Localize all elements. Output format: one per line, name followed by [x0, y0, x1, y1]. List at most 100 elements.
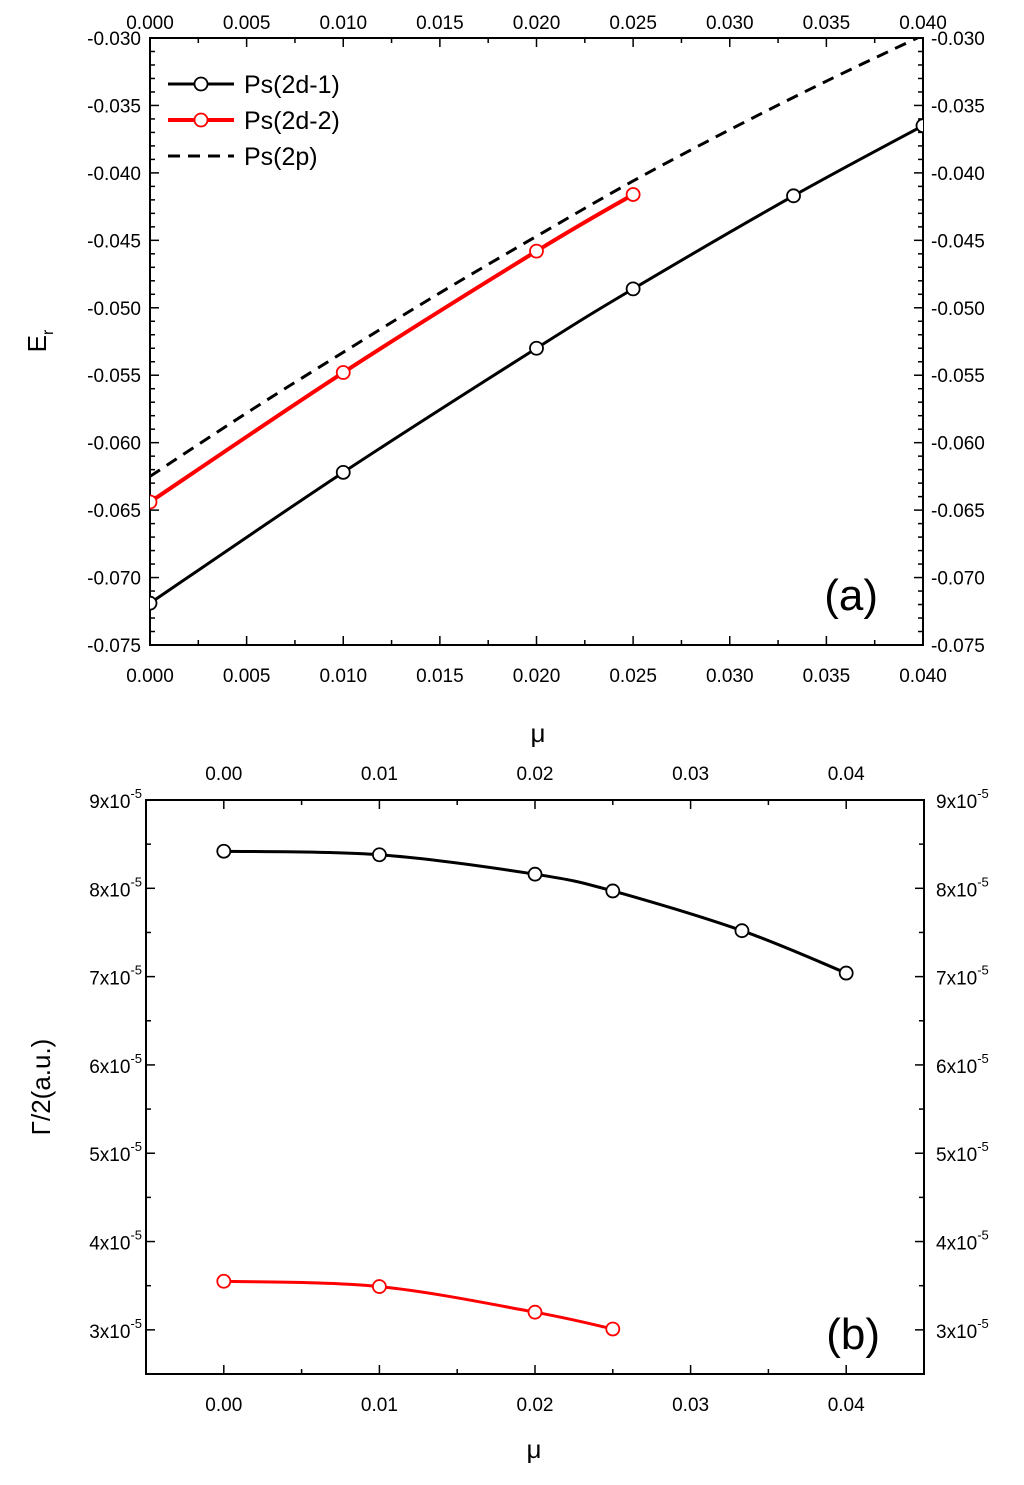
- x-tick-label-top: 0.04: [828, 764, 865, 785]
- x-tick-label-top: 0.02: [517, 764, 554, 785]
- data-point: [838, 965, 854, 981]
- y-tick-label-right: -0.075: [931, 636, 985, 657]
- y-tick-label-left: 5x10-5: [89, 1139, 142, 1166]
- y-tick-label-left: -0.055: [87, 366, 141, 387]
- y-tick-label-right: -0.050: [931, 299, 985, 320]
- y-tick-label-left: -0.035: [87, 96, 141, 117]
- y-tick-label-left: 6x10-5: [89, 1051, 142, 1078]
- panel-b-width-chart: 0.00 0.00 0.01 0.01 0.02 0.02 0.03 0.03 0.04 0.04…: [26, 764, 989, 1464]
- x-tick-label-bottom: 0.04: [828, 1395, 865, 1416]
- y-tick-label-left: -0.075: [87, 636, 141, 657]
- data-point: [216, 843, 232, 859]
- x-tick-label-bottom: 0.025: [609, 666, 657, 687]
- y-tick-label-left: 7x10-5: [89, 963, 142, 990]
- y-tick-label-left: -0.045: [87, 231, 141, 252]
- y-tick-exponent: -5: [977, 1316, 989, 1331]
- legend: Ps(2d-1) Ps(2d-2) Ps(2p): [168, 71, 340, 171]
- x-tick-label-bottom: 0.01: [361, 1395, 398, 1416]
- x-axis-title: μ: [527, 1434, 542, 1464]
- data-point: [150, 595, 158, 611]
- x-tick-label-bottom: 0.020: [513, 666, 561, 687]
- x-tick-label-top: 0.03: [672, 764, 709, 785]
- y-tick-mantissa: 4x10: [936, 1234, 977, 1255]
- y-tick-exponent: -5: [130, 1139, 142, 1154]
- series-line-ps-2d-2-: [223, 1279, 614, 1331]
- legend-label: Ps(2p): [244, 143, 318, 171]
- data-point: [216, 1273, 232, 1289]
- y-tick-mantissa: 5x10: [936, 1145, 977, 1166]
- y-tick-label-left: -0.040: [87, 164, 141, 185]
- x-tick-label-top: 0.00: [205, 764, 242, 785]
- y-tick-exponent: -5: [130, 874, 142, 889]
- series-line-ps-2d-1-: [223, 849, 847, 975]
- data-point: [371, 1279, 387, 1294]
- y-tick-exponent: -5: [130, 1228, 142, 1243]
- y-tick-mantissa: 5x10: [89, 1145, 130, 1166]
- y-tick-label-right: -0.055: [931, 366, 985, 387]
- y-tick-mantissa: 9x10: [89, 792, 130, 813]
- y-tick-exponent: -5: [130, 786, 142, 801]
- y-tick-mantissa: 4x10: [89, 1234, 130, 1255]
- data-point: [605, 883, 621, 899]
- data-point: [734, 923, 750, 939]
- x-tick-label-bottom: 0.005: [223, 666, 271, 687]
- y-tick-mantissa: 3x10: [89, 1322, 130, 1343]
- y-tick-label-right: 6x10-5: [936, 1051, 989, 1078]
- y-tick-label-right: 8x10-5: [936, 874, 989, 901]
- data-point: [529, 243, 544, 259]
- x-tick-label-bottom: 0.030: [706, 666, 754, 687]
- data-point: [786, 188, 801, 204]
- x-tick-label-bottom: 0.02: [517, 1395, 554, 1416]
- y-tick-exponent: -5: [977, 1139, 989, 1154]
- legend-marker: [193, 76, 209, 92]
- x-tick-label-bottom: 0.010: [319, 666, 367, 687]
- y-tick-mantissa: 8x10: [89, 880, 130, 901]
- y-tick-label-right: -0.040: [931, 164, 985, 185]
- series-line-ps-2p-: [150, 38, 921, 478]
- data-point: [527, 1304, 543, 1320]
- y-tick-exponent: -5: [977, 1051, 989, 1066]
- legend-label: Ps(2d-1): [244, 71, 340, 99]
- x-tick-label-top: 0.025: [609, 13, 657, 34]
- data-point: [915, 118, 923, 134]
- y-tick-label-left: 9x10-5: [89, 786, 142, 813]
- y-tick-exponent: -5: [977, 1228, 989, 1243]
- y-tick-label-right: 4x10-5: [936, 1228, 989, 1255]
- x-tick-label-top: 0.030: [706, 13, 754, 34]
- y-tick-label-right: -0.065: [931, 501, 985, 522]
- data-point: [605, 1321, 621, 1337]
- y-tick-label-left: -0.050: [87, 299, 141, 320]
- legend-label: Ps(2d-2): [244, 107, 340, 135]
- plot-frame: [145, 799, 925, 1375]
- panel-a-energy-chart: 0.000 0.000 0.005 0.005 0.010 0.010 0.015 0.015…: [22, 13, 985, 748]
- y-axis-title-main: E: [22, 335, 52, 352]
- x-tick-label-top: 0.010: [319, 13, 367, 34]
- y-tick-label-left: 8x10-5: [89, 874, 142, 901]
- data-point: [625, 281, 641, 297]
- y-tick-exponent: -5: [977, 786, 989, 801]
- y-tick-label-right: -0.070: [931, 569, 985, 590]
- y-tick-exponent: -5: [977, 963, 989, 978]
- y-tick-mantissa: 3x10: [936, 1322, 977, 1343]
- x-tick-label-bottom: 0.03: [672, 1395, 709, 1416]
- y-tick-label-right: 5x10-5: [936, 1139, 989, 1166]
- data-point: [335, 464, 351, 480]
- x-tick-label-bottom: 0.040: [899, 666, 947, 687]
- y-tick-label-right: -0.045: [931, 231, 985, 252]
- x-tick-label-top: 0.040: [899, 13, 947, 34]
- y-tick-label-left: -0.030: [87, 29, 141, 50]
- y-tick-label-left: 3x10-5: [89, 1316, 142, 1343]
- x-tick-label-top: 0.035: [803, 13, 851, 34]
- x-tick-label-top: 0.015: [416, 13, 464, 34]
- y-tick-label-right: -0.030: [931, 29, 985, 50]
- x-axis-title: μ: [531, 718, 546, 748]
- y-tick-exponent: -5: [130, 963, 142, 978]
- y-tick-label-left: -0.060: [87, 434, 141, 455]
- y-tick-label-right: 9x10-5: [936, 786, 989, 813]
- y-tick-mantissa: 6x10: [936, 1057, 977, 1078]
- y-axis-title-subscript: r: [40, 329, 57, 335]
- x-tick-label-bottom: 0.00: [205, 1395, 242, 1416]
- series-line-ps-2d-2-: [150, 192, 635, 504]
- data-point: [625, 187, 641, 202]
- y-tick-mantissa: 7x10: [89, 969, 130, 990]
